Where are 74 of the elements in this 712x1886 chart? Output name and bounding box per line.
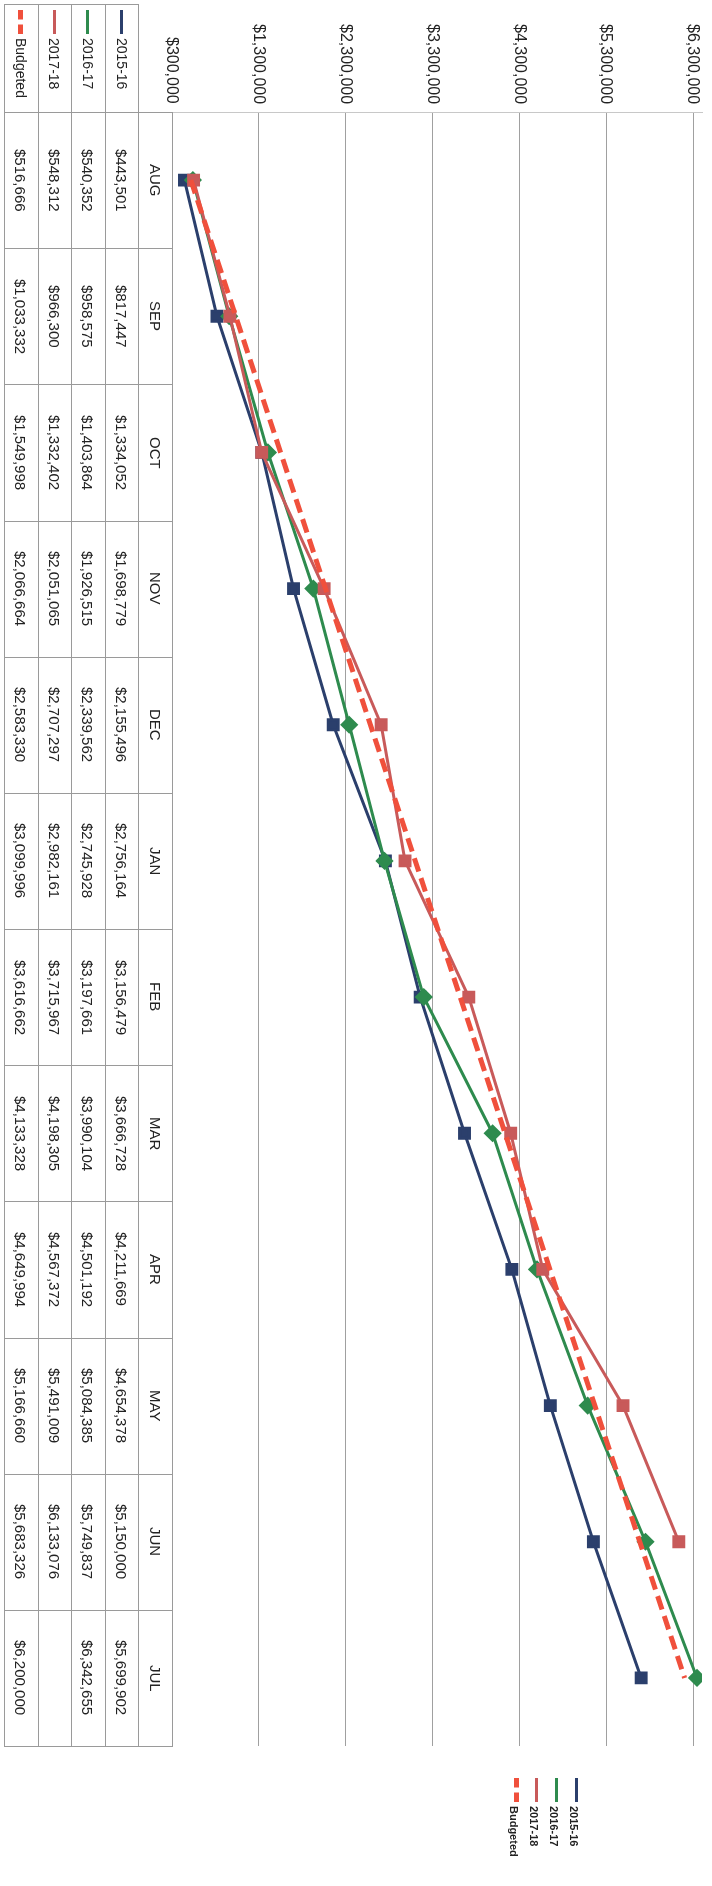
- data-label: $817,447: [112, 283, 132, 350]
- data-label: $5,166,660: [11, 1367, 31, 1446]
- data-label: $2,155,496: [112, 686, 132, 765]
- data-label: $4,501,192: [78, 1230, 98, 1309]
- data-label: $1,033,332: [11, 277, 31, 356]
- data-label: $3,197,661: [78, 958, 98, 1037]
- data-label: $1,926,515: [78, 550, 98, 629]
- data-label: $5,749,837: [78, 1503, 98, 1582]
- data-label: $3,715,967: [44, 958, 64, 1037]
- y-tick-label: FEB: [145, 981, 165, 1014]
- y-tick-label: MAR: [145, 1115, 165, 1152]
- x-tick-label: $4,300,000: [510, 22, 530, 104]
- legend-label: 2015-16: [113, 38, 130, 90]
- y-tick-label: JAN: [145, 845, 165, 878]
- y-tick-label: MAY: [145, 1388, 165, 1424]
- legend-label: Budgeted: [508, 1806, 520, 1857]
- text: 2015-16: [568, 1806, 580, 1847]
- y-tick-label: SEP: [145, 300, 165, 334]
- data-label: $5,699,902: [112, 1639, 132, 1718]
- data-label: $2,066,664: [11, 550, 31, 629]
- x-tick-label: $6,300,000: [684, 22, 704, 104]
- legend-label: 2017-18: [46, 38, 63, 90]
- data-label: $6,133,076: [44, 1503, 64, 1582]
- data-label: $1,698,779: [112, 550, 132, 629]
- data-label: $2,339,562: [78, 686, 98, 765]
- y-tick-label: OCT: [145, 435, 165, 471]
- data-label: $516,666: [11, 147, 31, 214]
- data-label: $4,654,378: [112, 1367, 132, 1446]
- data-label: $4,567,372: [44, 1230, 64, 1309]
- y-tick-label: NOV: [145, 571, 165, 607]
- data-label: $3,616,662: [11, 958, 31, 1037]
- data-label: $2,707,297: [44, 686, 64, 765]
- data-label: $2,051,065: [44, 550, 64, 629]
- data-label: $6,342,655: [78, 1639, 98, 1718]
- data-label: $1,549,998: [11, 413, 31, 492]
- data-label: $1,403,864: [78, 413, 98, 492]
- data-label: $2,756,164: [112, 822, 132, 901]
- x-tick-label: $5,300,000: [597, 22, 617, 104]
- data-label: $2,745,928: [78, 822, 98, 901]
- data-label: $1,332,402: [44, 413, 64, 492]
- data-label: $5,084,385: [78, 1367, 98, 1446]
- data-label: $3,156,479: [112, 958, 132, 1037]
- legend-label: 2016-17: [548, 1806, 560, 1847]
- text: Budgeted: [12, 38, 29, 98]
- text: 2016-17: [79, 38, 96, 90]
- x-tick-label: $2,300,000: [336, 22, 356, 104]
- x-tick-label: $3,300,000: [423, 22, 443, 104]
- data-label: $4,133,328: [11, 1094, 31, 1173]
- text: 2017-18: [528, 1806, 540, 1847]
- x-tick-label: $300,000: [163, 36, 182, 104]
- y-tick-label: AUG: [145, 162, 165, 199]
- data-label: $6,200,000: [11, 1639, 31, 1718]
- data-label: $3,990,104: [78, 1094, 98, 1173]
- data-label: $4,198,305: [44, 1094, 64, 1173]
- data-label: $4,211,669: [112, 1231, 132, 1309]
- data-label: $5,683,326: [11, 1503, 31, 1582]
- data-label: $4,649,994: [11, 1230, 31, 1309]
- data-label: $2,982,161: [44, 822, 64, 901]
- y-tick-label: DEC: [145, 707, 165, 743]
- data-label: $2,583,330: [11, 686, 31, 765]
- data-label: $3,666,728: [112, 1094, 132, 1173]
- x-tick-label: $1,300,000: [249, 22, 269, 104]
- data-label: $5,491,009: [44, 1367, 64, 1446]
- data-label: $540,352: [78, 147, 98, 214]
- data-label: $443,501: [112, 147, 132, 214]
- y-tick-label: JUL: [145, 1663, 165, 1694]
- y-tick-label: APR: [145, 1253, 165, 1287]
- data-label: $3,099,996: [11, 822, 31, 901]
- data-label: $958,575: [78, 283, 98, 350]
- y-tick-label: JUN: [145, 1526, 165, 1559]
- data-label: $1,334,052: [112, 413, 132, 492]
- data-label: $548,312: [44, 147, 64, 214]
- data-label: $966,300: [44, 283, 64, 350]
- data-label: $5,150,000: [112, 1503, 132, 1582]
